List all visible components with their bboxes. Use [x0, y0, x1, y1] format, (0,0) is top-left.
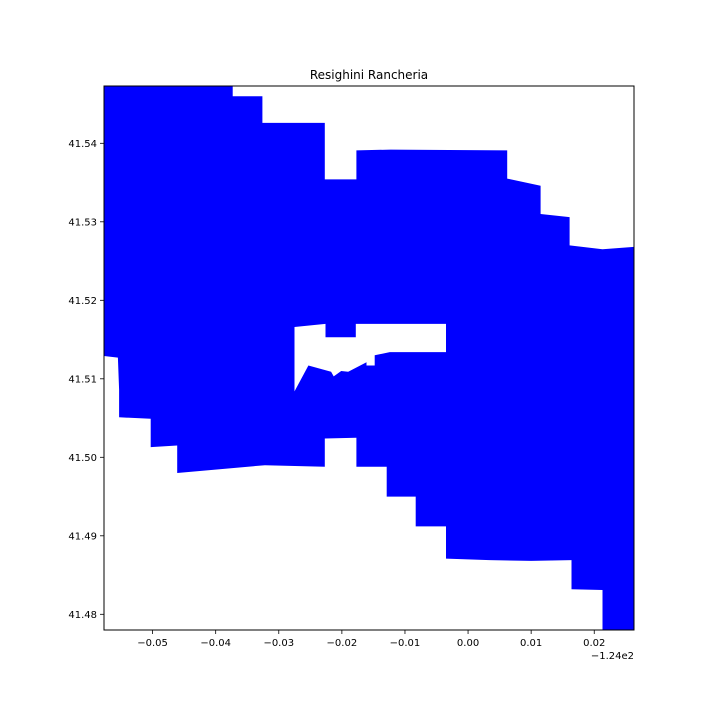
y-tick-label: 41.49 [68, 531, 97, 542]
resighini-rancheria-boundary [104, 86, 634, 630]
x-axis: −0.05 −0.04 −0.03 −0.02 −0.01 0.00 0.01 0.02 [137, 630, 605, 649]
x-tick-label: −0.01 [390, 638, 421, 649]
y-axis: 41.48 41.49 41.50 41.51 41.52 41.53 41.54 [68, 139, 104, 621]
y-tick-label: 41.53 [68, 217, 97, 228]
x-tick-label: −0.04 [200, 638, 231, 649]
y-tick-label: 41.50 [68, 453, 97, 464]
axes-frame [103, 85, 635, 631]
y-tick-label: 41.52 [68, 296, 97, 307]
x-tick-label: −0.03 [263, 638, 294, 649]
x-tick-label: 0.00 [457, 638, 479, 649]
y-tick-label: 41.48 [68, 610, 97, 621]
plot-area [104, 86, 634, 630]
x-axis-offset-label: −1.24e2 [591, 651, 634, 662]
x-tick-label: −0.05 [137, 638, 168, 649]
x-tick-label: 0.02 [583, 638, 605, 649]
y-tick-label: 41.54 [68, 139, 97, 150]
x-tick-label: −0.02 [327, 638, 358, 649]
map-title: Resighini Rancheria [310, 68, 428, 82]
y-tick-label: 41.51 [68, 374, 97, 385]
x-tick-label: 0.01 [520, 638, 542, 649]
